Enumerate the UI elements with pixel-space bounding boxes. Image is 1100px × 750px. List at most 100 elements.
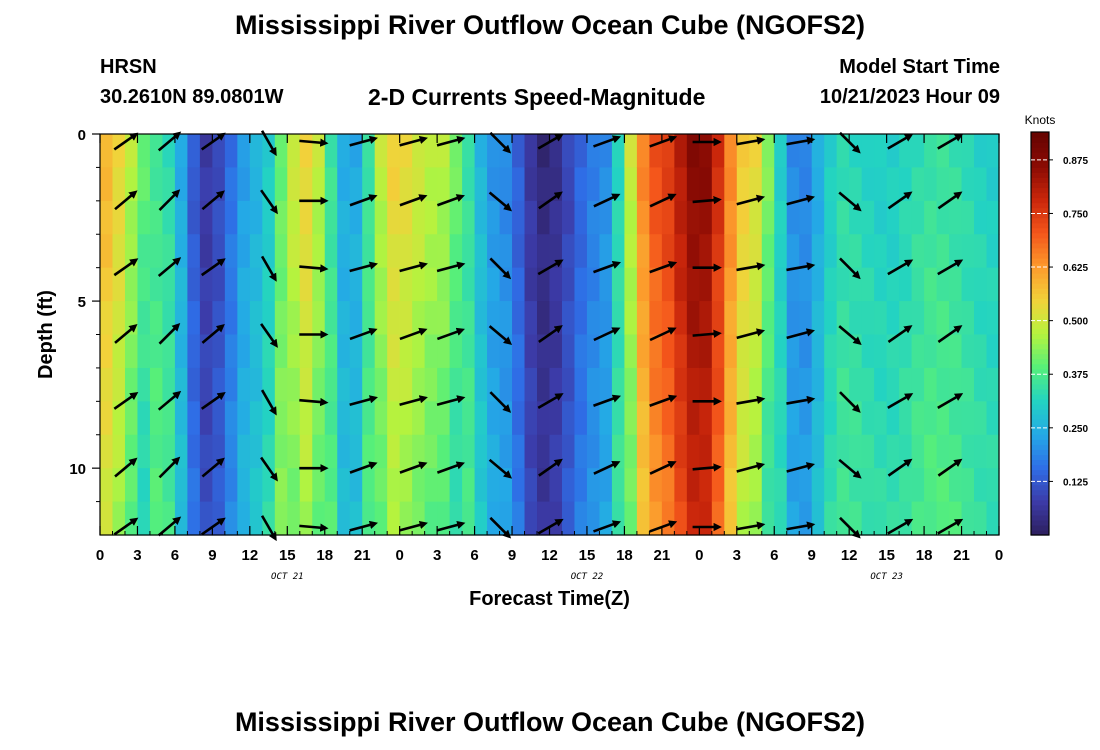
heatmap-cell [774,367,788,402]
x-tick-label: 0 [96,547,104,564]
heatmap-cell [474,334,488,369]
heatmap-cell [986,267,1000,302]
heatmap-cell [449,434,463,469]
current-vector-arrow [157,257,182,278]
x-tick-label: 12 [541,547,558,564]
colorbar-segment [1031,252,1049,259]
heatmap-cell [574,301,588,336]
colorbar-segment [1031,388,1049,395]
heatmap-cell [437,334,451,369]
station-name: HRSN [100,56,157,78]
heatmap-cell [462,334,476,369]
heatmap-cell [100,334,114,369]
heatmap-cell [724,367,738,402]
heatmap-cell [961,334,975,369]
current-vector-arrow [113,258,139,277]
heatmap-cell [174,401,189,436]
heatmap-cell [686,167,700,202]
heatmap-cell [337,200,351,235]
heatmap-cell [524,468,538,503]
heatmap-cell [561,301,576,336]
heatmap-cell [374,200,388,235]
heatmap-cell [512,367,526,402]
colorbar-segment [1031,489,1049,496]
chart-title: Mississippi River Outflow Ocean Cube (NG… [234,10,866,40]
heatmap-cell [736,501,750,536]
heatmap-cell [561,367,576,402]
heatmap-cell [149,367,164,402]
heatmap-cell [324,234,338,269]
heatmap-cell [474,200,488,235]
heatmap-cell [661,301,675,336]
colorbar-segment [1031,439,1049,445]
heatmap-cell [674,468,688,503]
heatmap-cell [624,501,638,536]
colorbar-segment [1031,484,1049,491]
heatmap-cell [611,468,626,503]
heatmap-cell [274,167,288,202]
heatmap-cell [736,134,750,169]
heatmap-cell [474,267,488,302]
heatmap-cell [312,334,326,369]
heatmap-cell [811,501,825,536]
heatmap-cell [349,434,363,469]
heatmap-cell [499,367,513,402]
heatmap-cell [162,200,176,235]
colorbar-segment [1031,499,1049,506]
heatmap-cell [499,501,513,536]
x-tick-label: 9 [508,547,516,564]
colorbar-segment [1031,283,1049,289]
heatmap-cell [249,468,263,503]
heatmap-cell [262,167,276,202]
colorbar-tick-label: 0.625 [1063,263,1088,274]
heatmap-cell [761,334,775,369]
heatmap-cell [886,234,900,269]
heatmap-cell [749,267,763,302]
heatmap-cell [886,200,900,235]
heatmap-cell [924,267,938,302]
heatmap-cell [761,301,775,336]
heatmap-cell [699,301,713,336]
heatmap-cell [237,434,251,469]
colorbar-segment [1031,358,1049,365]
heatmap-cell [174,167,189,202]
heatmap-cell [861,468,875,503]
current-vector-arrow [399,461,428,474]
heatmap-cell [774,167,788,202]
heatmap-cell [337,301,351,336]
heatmap-cell [824,468,838,503]
heatmap-cell [449,468,463,503]
heatmap-cell [924,167,938,202]
y-axis-label: Depth (ft) [35,290,57,379]
heatmap-cell [312,367,326,402]
heatmap-cell [674,434,688,469]
heatmap-cell [711,401,725,436]
colorbar-segment [1031,247,1049,254]
heatmap-cell [112,267,126,302]
colorbar-segment [1031,514,1049,521]
heatmap-cell [574,434,588,469]
heatmap-cell [961,134,975,169]
colorbar-segment [1031,303,1049,309]
colorbar-segment [1031,298,1049,304]
heatmap-cell [961,167,975,202]
current-vector-arrow [114,457,138,478]
heatmap-cell [387,267,401,302]
heatmap-cell [924,200,938,235]
heatmap-cell [824,434,838,469]
heatmap-cell [599,468,613,503]
heatmap-cell [424,334,438,369]
heatmap-cell [187,234,201,269]
heatmap-cell [949,468,963,503]
heatmap-cell [274,367,288,402]
heatmap-cell [137,234,151,269]
heatmap-cell [911,401,925,436]
heatmap-cell [911,434,925,469]
heatmap-cell [949,334,963,369]
heatmap-cell [699,334,713,369]
x-tick-label: 18 [916,547,933,564]
heatmap-cell [736,334,750,369]
heatmap-cell [861,301,875,336]
heatmap-cell [100,501,114,536]
current-vector-arrow [538,191,563,210]
